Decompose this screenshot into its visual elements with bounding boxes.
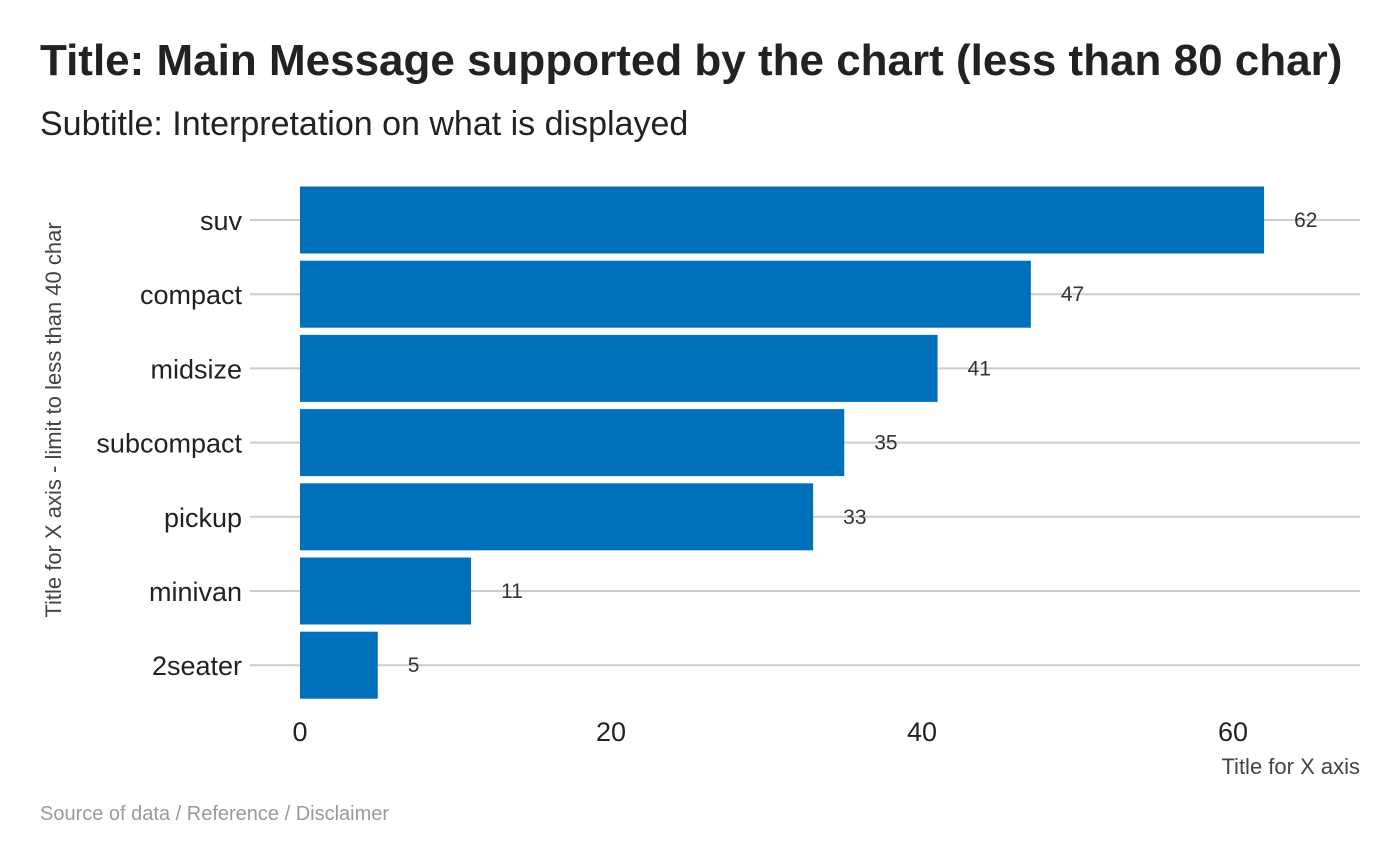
value-label-subcompact: 35 (874, 432, 897, 455)
x-tick-label-60: 60 (1218, 717, 1248, 747)
value-label-midsize: 41 (968, 357, 991, 380)
bar-midsize (300, 334, 938, 402)
value-labels: 62 47 41 35 33 11 5 (408, 209, 1318, 677)
chart-subtitle: Subtitle: Interpretation on what is disp… (40, 105, 688, 143)
bar-2seater (300, 631, 378, 699)
value-label-pickup: 33 (843, 506, 866, 529)
category-label-2seater: 2seater (152, 651, 242, 681)
category-label-subcompact: subcompact (96, 429, 242, 459)
bar-compact (300, 260, 1031, 328)
x-tick-label-20: 20 (596, 717, 626, 747)
category-label-midsize: midsize (150, 354, 242, 384)
y-axis-title: Title for X axis - limit to less than 40… (41, 222, 66, 617)
bar-minivan (300, 557, 472, 625)
x-tick-label-0: 0 (292, 717, 307, 747)
x-axis-title: Title for X axis (1221, 754, 1360, 779)
value-label-suv: 62 (1294, 209, 1317, 232)
value-label-2seater: 5 (408, 654, 420, 677)
category-label-pickup: pickup (164, 503, 242, 533)
category-label-compact: compact (140, 280, 243, 310)
bar-suv (300, 186, 1265, 254)
x-tick-labels: 0 20 40 60 (292, 717, 1248, 747)
value-label-compact: 47 (1061, 283, 1084, 306)
chart-title: Title: Main Message supported by the cha… (40, 36, 1342, 85)
value-label-minivan: 11 (501, 580, 523, 603)
bar-subcompact (300, 409, 845, 477)
category-label-minivan: minivan (149, 577, 242, 607)
x-tick-label-40: 40 (907, 717, 937, 747)
category-label-suv: suv (200, 206, 243, 236)
category-labels: suv compact midsize subcompact pickup minivan… (96, 206, 242, 681)
chart-caption: Source of data / Reference / Disclaimer (40, 803, 389, 825)
bars (300, 186, 1265, 699)
bar-pickup (300, 483, 814, 551)
